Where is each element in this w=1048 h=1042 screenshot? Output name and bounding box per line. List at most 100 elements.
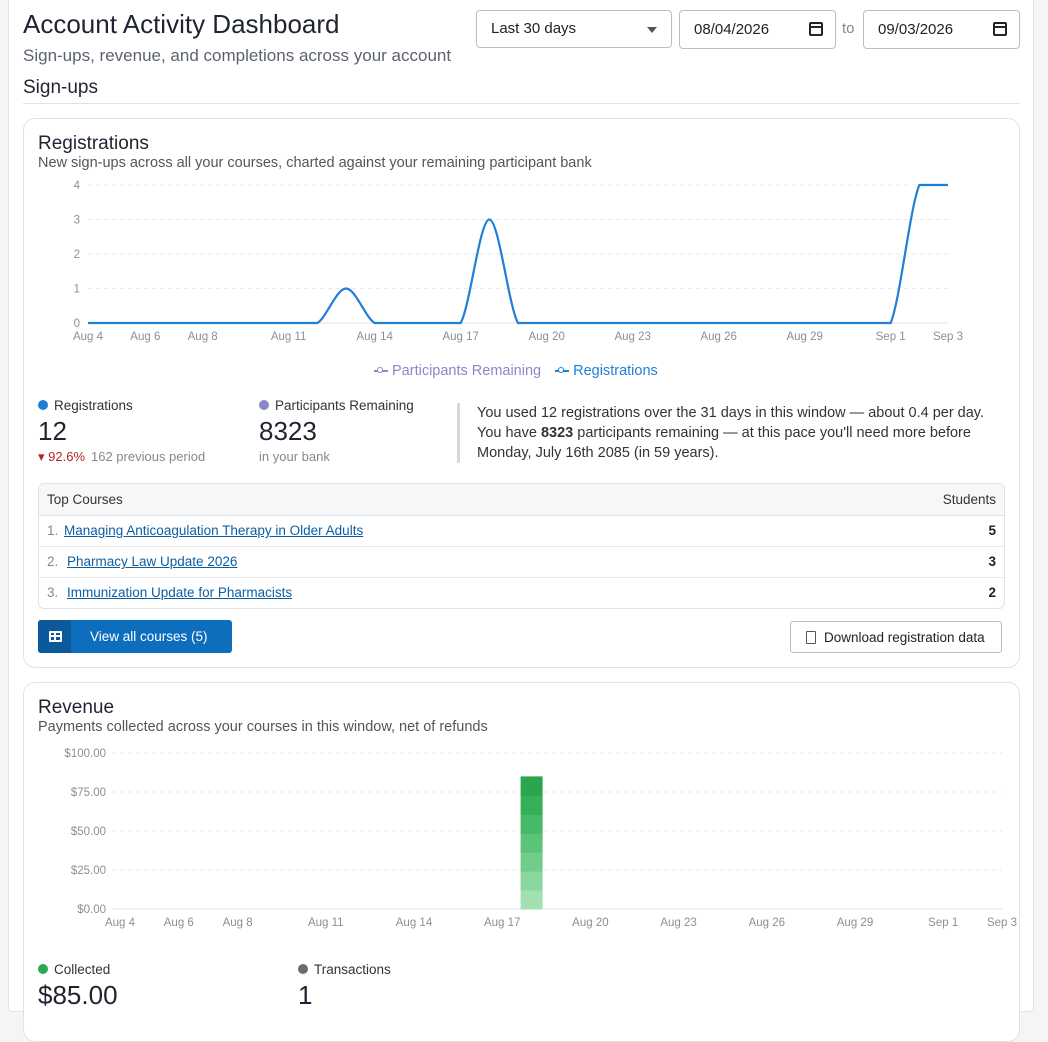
registrations-title: Registrations — [38, 133, 149, 154]
course-rank: 1. — [47, 523, 59, 538]
registrations-series-line — [88, 183, 948, 325]
revenue-title: Revenue — [38, 697, 115, 718]
revenue-bar-segment — [520, 795, 543, 815]
revenue-bar-segment — [520, 890, 543, 910]
top-courses-table: Top Courses Students 1. Managing Anticoa… — [38, 483, 1005, 609]
collected-dot-icon — [38, 964, 48, 974]
course-rank: 2. — [47, 554, 59, 569]
x-tick-label: Aug 29 — [837, 917, 873, 929]
x-tick-label: Aug 20 — [572, 917, 608, 929]
registrations-subtitle: New sign-ups across all your courses, ch… — [38, 155, 592, 171]
date-range-select[interactable]: Last 30 days — [476, 10, 672, 48]
column-header-students: Students — [942, 492, 996, 507]
registrations-change-badge: ▾ 92.6% — [38, 449, 85, 464]
y-tick-label: $75.00 — [71, 787, 106, 799]
table-icon — [38, 620, 71, 653]
registrations-dot-icon — [38, 400, 48, 410]
x-tick-label: Aug 20 — [528, 331, 564, 343]
x-tick-label: Aug 23 — [660, 917, 696, 929]
x-tick-label: Aug 8 — [223, 917, 253, 929]
revenue-bar-segment — [520, 852, 543, 872]
legend-item-registrations[interactable]: Registrations — [555, 363, 658, 379]
download-registration-data-button[interactable]: Download registration data — [790, 621, 1002, 653]
transactions-stat: Transactions 1 — [298, 962, 391, 1011]
revenue-bar-segment — [520, 776, 543, 796]
course-link[interactable]: Managing Anticoagulation Therapy in Olde… — [64, 523, 364, 538]
student-count: 2 — [988, 585, 996, 600]
x-tick-label: Aug 29 — [786, 331, 822, 343]
legend-label-participants: Participants Remaining — [392, 363, 542, 379]
x-tick-label: Aug 23 — [614, 331, 650, 343]
calendar-icon[interactable] — [809, 22, 823, 36]
insight-line-1: You used 12 registrations over the 31 da… — [477, 405, 985, 421]
x-tick-label: Sep 3 — [933, 331, 963, 343]
x-tick-label: Aug 17 — [442, 331, 478, 343]
x-tick-label: Aug 4 — [73, 331, 104, 343]
table-row: 3. Immunization Update for Pharmacists 2 — [39, 578, 1004, 608]
chevron-down-icon — [647, 27, 657, 33]
x-tick-label: Aug 17 — [484, 917, 520, 929]
x-tick-label: Aug 26 — [700, 331, 736, 343]
usage-insight: You used 12 registrations over the 31 da… — [457, 403, 1005, 463]
insight-remaining-count: 8323 — [540, 425, 574, 441]
x-tick-label: Aug 6 — [130, 331, 160, 343]
legend-label-registrations: Registrations — [573, 363, 658, 379]
transactions-stat-label: Transactions — [314, 962, 391, 977]
legend-item-participants[interactable]: Participants Remaining — [374, 363, 541, 379]
course-link[interactable]: Immunization Update for Pharmacists — [67, 585, 293, 600]
registrations-line-chart: 0 1 2 3 4 Aug 4 Aug 6 Aug 8 Aug 11 Aug 14 Aug 17 Au… — [73, 180, 963, 343]
download-registration-data-label: Download registration data — [824, 630, 985, 645]
registrations-chart-legend: Participants Remaining Registrations — [374, 363, 668, 379]
transactions-dot-icon — [298, 964, 308, 974]
participants-stat-value: 8323 — [259, 416, 317, 446]
file-excel-icon — [806, 631, 816, 644]
y-tick-label: $0.00 — [77, 904, 106, 916]
x-tick-label: Sep 1 — [876, 331, 906, 343]
participants-stat-foot: in your bank — [259, 449, 330, 464]
x-tick-label: Aug 8 — [188, 331, 218, 343]
revenue-bar-segment — [520, 871, 543, 891]
registrations-stat: Registrations 12 ▾ 92.6% 162 previous per… — [38, 398, 205, 465]
participants-stat: Participants Remaining 8323 in your bank — [259, 398, 414, 464]
calendar-icon[interactable] — [993, 22, 1007, 36]
revenue-subtitle: Payments collected across your courses i… — [38, 719, 488, 735]
x-tick-label: Aug 6 — [164, 917, 194, 929]
dashboard-header: Account Activity Dashboard Sign-ups, rev… — [23, 9, 1023, 69]
end-date-value: 09/03/2026 — [878, 21, 954, 38]
y-tick-label: 1 — [74, 284, 80, 296]
y-tick-label: $25.00 — [71, 865, 106, 877]
transactions-stat-value: 1 — [298, 980, 313, 1010]
view-all-courses-button[interactable]: View all courses (5) — [38, 620, 232, 653]
section-title-signups: Sign-ups — [23, 77, 98, 98]
end-date-input[interactable]: 09/03/2026 — [863, 10, 1020, 49]
participants-dot-icon — [259, 400, 269, 410]
course-link[interactable]: Pharmacy Law Update 2026 — [67, 554, 238, 569]
collected-stat: Collected $85.00 — [38, 962, 118, 1011]
y-tick-label: $50.00 — [71, 826, 106, 838]
x-tick-label: Aug 11 — [271, 331, 307, 343]
x-tick-label: Aug 14 — [396, 917, 433, 929]
student-count: 5 — [988, 523, 996, 538]
date-range-to-label: to — [842, 20, 855, 37]
revenue-bar-segment — [520, 833, 543, 853]
y-tick-label: 3 — [74, 215, 80, 227]
y-tick-label: 4 — [74, 180, 81, 192]
registrations-card: Registrations New sign-ups across all yo… — [23, 118, 1020, 668]
dashboard-page: Account Activity Dashboard Sign-ups, rev… — [8, 0, 1034, 1042]
start-date-value: 08/04/2026 — [694, 21, 770, 38]
section-divider — [23, 103, 1020, 104]
x-tick-label: Sep 3 — [987, 917, 1017, 929]
x-tick-label: Aug 11 — [308, 917, 344, 929]
page-title: Account Activity Dashboard — [23, 9, 340, 39]
x-tick-label: Aug 14 — [356, 331, 393, 343]
revenue-bar-segment — [520, 814, 543, 834]
registrations-previous-period: 162 previous period — [91, 449, 206, 464]
start-date-input[interactable]: 08/04/2026 — [679, 10, 836, 49]
registrations-stat-label: Registrations — [54, 398, 133, 413]
course-rank: 3. — [47, 585, 59, 600]
y-tick-label: $100.00 — [64, 748, 106, 760]
insight-pre: You have — [477, 425, 541, 441]
legend-marker-icon — [555, 367, 570, 374]
x-tick-label: Aug 26 — [749, 917, 785, 929]
collected-stat-label: Collected — [54, 962, 111, 977]
